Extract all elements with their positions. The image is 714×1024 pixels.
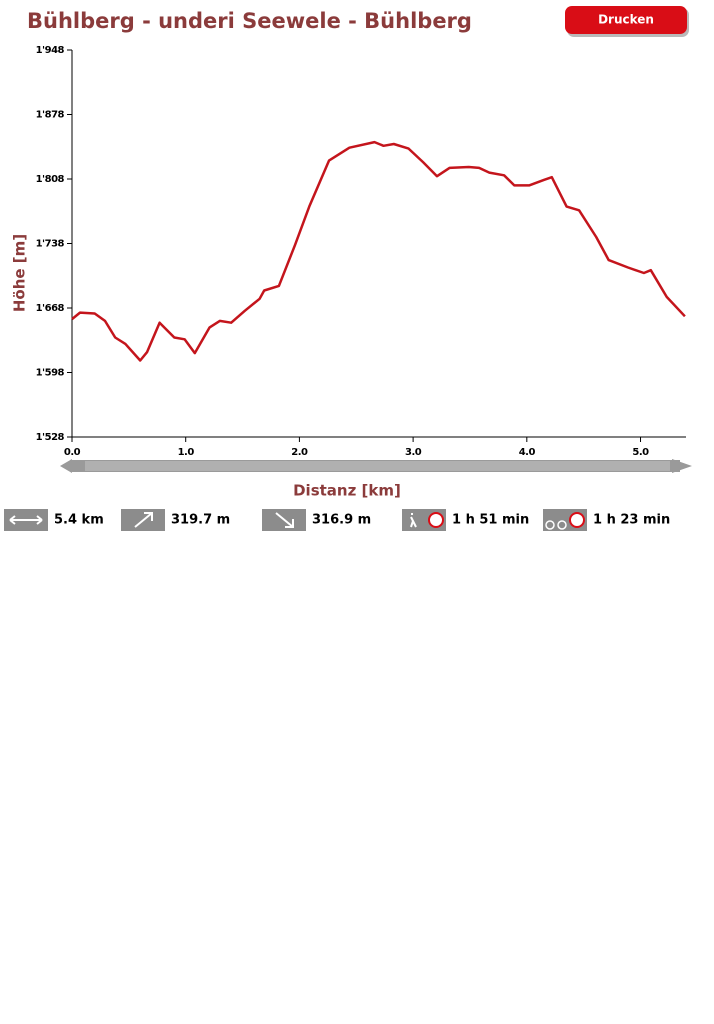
stat-value: 1 h 23 min	[593, 513, 670, 528]
y-axis-label: Höhe [m]	[11, 234, 29, 312]
x-axis-label: Distanz [km]	[293, 482, 401, 500]
y-tick-label: 1'668	[36, 303, 65, 314]
scroll-right[interactable]	[672, 459, 692, 473]
stat-value: 316.9 m	[312, 513, 371, 528]
icon-wheel	[545, 520, 555, 530]
stats-icons	[4, 509, 587, 531]
elevation-line	[71, 140, 686, 362]
y-tick-label: 1'878	[36, 110, 65, 121]
icon-ascent-arrow	[134, 512, 153, 528]
scroll-left[interactable]	[60, 459, 72, 473]
icon-clock	[428, 512, 444, 528]
stat-value: 1 h 51 min	[452, 513, 529, 528]
button-label[interactable]: Drucken	[598, 13, 654, 27]
y-tick-label: 1'528	[36, 432, 65, 443]
x-tick-label: 3.0	[405, 447, 422, 458]
x-tick-label: 1.0	[178, 447, 195, 458]
x-tick-label: 4.0	[519, 447, 536, 458]
icon-descent-arrow	[275, 512, 294, 528]
y-tick-label: 1'738	[36, 239, 65, 250]
scroll-thumb[interactable]	[85, 461, 670, 471]
stat-value: 5.4 km	[54, 513, 104, 528]
button-bg[interactable]	[565, 6, 687, 34]
icon-distance-arrow	[9, 515, 43, 525]
print-button[interactable]: Drucken	[565, 6, 689, 37]
icon-clock	[569, 512, 585, 528]
stat-value: 319.7 m	[171, 513, 230, 528]
x-tick-label: 2.0	[291, 447, 308, 458]
y-tick-label: 1'598	[36, 368, 65, 379]
icon-walker	[410, 513, 417, 528]
x-tick-label: 5.0	[632, 447, 649, 458]
chart-title: Bühlberg - underi Seewele - Bühlberg	[27, 9, 472, 33]
y-tick-label: 1'948	[36, 45, 65, 56]
scrollbar[interactable]	[60, 459, 692, 473]
y-tick-label: 1'808	[36, 174, 65, 185]
x-tick-label: 0.0	[64, 447, 81, 458]
icon-wheel	[557, 520, 567, 530]
